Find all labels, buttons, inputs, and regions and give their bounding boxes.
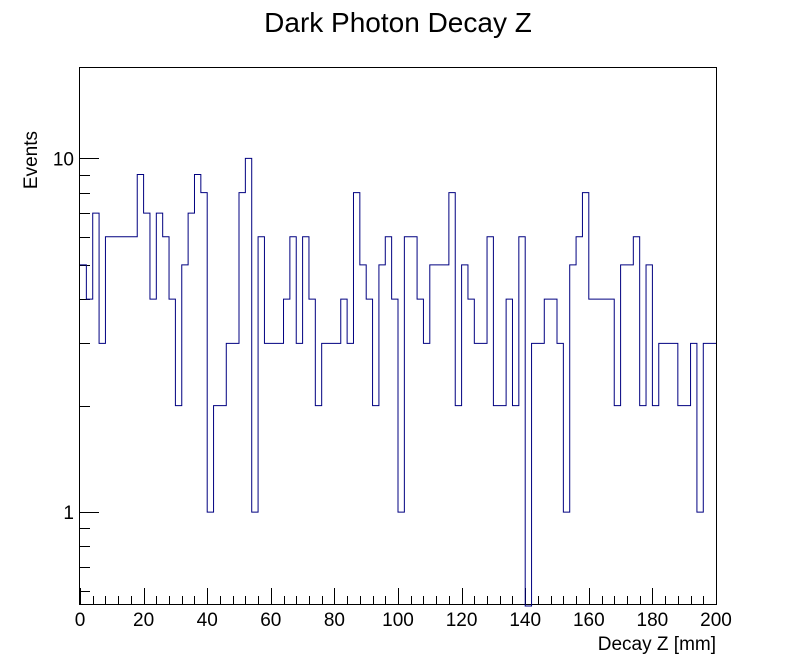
x-tick-label: 60 [260, 610, 281, 631]
x-tick-label: 200 [700, 610, 732, 631]
x-axis-label: Decay Z [mm] [598, 634, 716, 655]
x-tick-label: 120 [446, 610, 478, 631]
x-tick-label: 40 [197, 610, 218, 631]
plot-frame [79, 67, 717, 605]
x-tick-label: 180 [637, 610, 669, 631]
x-axis-ticks: 0 20 40 60 80 100 120 140 160 180 200 [75, 588, 732, 631]
x-tick-label: 160 [573, 610, 605, 631]
x-tick-label: 0 [75, 610, 86, 631]
histogram-line [80, 157, 716, 607]
y-tick-label: 1 [63, 503, 74, 524]
x-tick-label: 140 [509, 610, 541, 631]
x-tick-label: 100 [382, 610, 414, 631]
y-axis-ticks: 1 10 [53, 149, 99, 592]
x-tick-label: 80 [324, 610, 345, 631]
x-tick-label: 20 [133, 610, 154, 631]
chart-title: Dark Photon Decay Z [264, 7, 532, 38]
y-axis-label: Events [21, 131, 42, 189]
y-tick-label: 10 [53, 149, 74, 170]
